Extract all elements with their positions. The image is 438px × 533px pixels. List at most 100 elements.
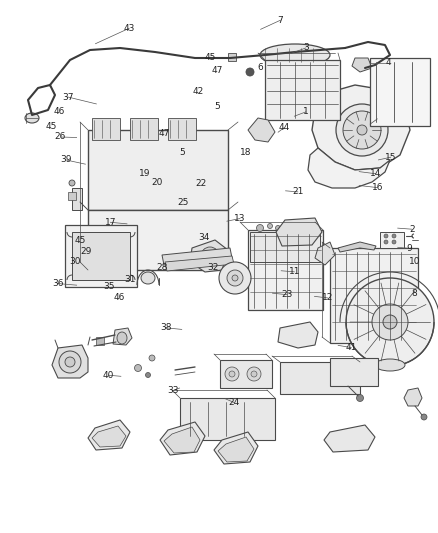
Text: 38: 38 [160, 324, 171, 332]
Text: 43: 43 [124, 24, 135, 33]
Text: 42: 42 [193, 87, 204, 96]
Text: 31: 31 [124, 275, 135, 284]
Text: 44: 44 [278, 124, 290, 132]
Bar [370, 58, 430, 126]
Text: 37: 37 [62, 93, 74, 101]
Text: 17: 17 [105, 218, 116, 227]
Text: 13: 13 [234, 214, 246, 223]
Ellipse shape [246, 68, 254, 76]
Ellipse shape [229, 371, 235, 377]
Ellipse shape [383, 315, 397, 329]
Text: 46: 46 [113, 294, 125, 302]
Bar [130, 118, 158, 140]
Bar [72, 188, 82, 210]
Text: 23: 23 [282, 290, 293, 299]
Ellipse shape [384, 240, 388, 244]
Bar [96, 337, 104, 345]
Polygon shape [278, 88, 300, 105]
Ellipse shape [392, 240, 396, 244]
Text: 5: 5 [179, 149, 185, 157]
Ellipse shape [117, 332, 127, 344]
Text: 16: 16 [372, 183, 383, 192]
Ellipse shape [225, 367, 239, 381]
Polygon shape [315, 242, 335, 265]
Bar [380, 232, 404, 248]
Bar [220, 360, 272, 388]
Ellipse shape [251, 371, 257, 377]
Bar [68, 192, 76, 200]
Bar [180, 398, 275, 440]
Ellipse shape [357, 394, 364, 401]
Ellipse shape [65, 357, 75, 367]
Text: 45: 45 [74, 237, 86, 245]
Ellipse shape [25, 113, 39, 123]
Bar [330, 248, 418, 343]
Text: 6: 6 [257, 63, 263, 72]
Text: 32: 32 [207, 263, 219, 272]
Polygon shape [113, 328, 132, 345]
Bar [248, 230, 323, 310]
Text: 28: 28 [157, 263, 168, 272]
Text: 4: 4 [385, 59, 391, 67]
Text: 12: 12 [322, 294, 333, 302]
Polygon shape [404, 388, 422, 406]
Text: 7: 7 [277, 16, 283, 25]
Polygon shape [338, 242, 376, 252]
Text: 14: 14 [370, 169, 381, 178]
Polygon shape [352, 58, 372, 72]
Ellipse shape [141, 272, 155, 284]
Ellipse shape [232, 275, 238, 281]
Bar [168, 118, 196, 140]
Ellipse shape [260, 44, 330, 66]
Bar [265, 60, 340, 120]
Ellipse shape [392, 234, 396, 238]
Polygon shape [278, 322, 318, 348]
Text: 9: 9 [406, 244, 413, 253]
Text: 25: 25 [177, 198, 189, 207]
Polygon shape [218, 437, 254, 462]
Text: 47: 47 [159, 129, 170, 138]
Ellipse shape [384, 234, 388, 238]
Text: 39: 39 [60, 156, 71, 164]
Text: 18: 18 [240, 148, 252, 157]
Ellipse shape [257, 224, 264, 231]
Bar [65, 225, 137, 287]
Text: 10: 10 [409, 257, 420, 265]
Bar [92, 118, 120, 140]
Text: 3: 3 [303, 44, 309, 52]
Polygon shape [276, 218, 322, 246]
Polygon shape [308, 148, 390, 188]
Text: 40: 40 [103, 371, 114, 379]
Text: 26: 26 [55, 133, 66, 141]
Ellipse shape [149, 355, 155, 361]
Ellipse shape [227, 270, 243, 286]
Text: 15: 15 [385, 153, 396, 161]
Polygon shape [248, 118, 275, 142]
Text: 41: 41 [346, 343, 357, 352]
Polygon shape [190, 240, 228, 272]
Polygon shape [88, 420, 130, 450]
Bar [250, 232, 320, 262]
Polygon shape [312, 85, 410, 170]
Text: 29: 29 [80, 247, 92, 256]
Text: 35: 35 [103, 282, 114, 291]
Polygon shape [165, 256, 234, 271]
Bar [228, 53, 236, 61]
Ellipse shape [201, 247, 219, 265]
Text: 8: 8 [411, 289, 417, 297]
Ellipse shape [134, 365, 141, 372]
Polygon shape [92, 426, 126, 447]
Text: 1: 1 [303, 108, 309, 116]
Ellipse shape [346, 278, 434, 366]
Ellipse shape [375, 359, 405, 371]
Text: 2: 2 [409, 225, 414, 233]
Text: 30: 30 [70, 257, 81, 265]
Ellipse shape [343, 111, 381, 149]
Text: 47: 47 [211, 66, 223, 75]
Polygon shape [164, 427, 200, 453]
Text: 24: 24 [228, 398, 240, 407]
Text: 33: 33 [167, 386, 178, 395]
Text: 22: 22 [196, 179, 207, 188]
Ellipse shape [336, 104, 388, 156]
Bar [280, 362, 360, 394]
